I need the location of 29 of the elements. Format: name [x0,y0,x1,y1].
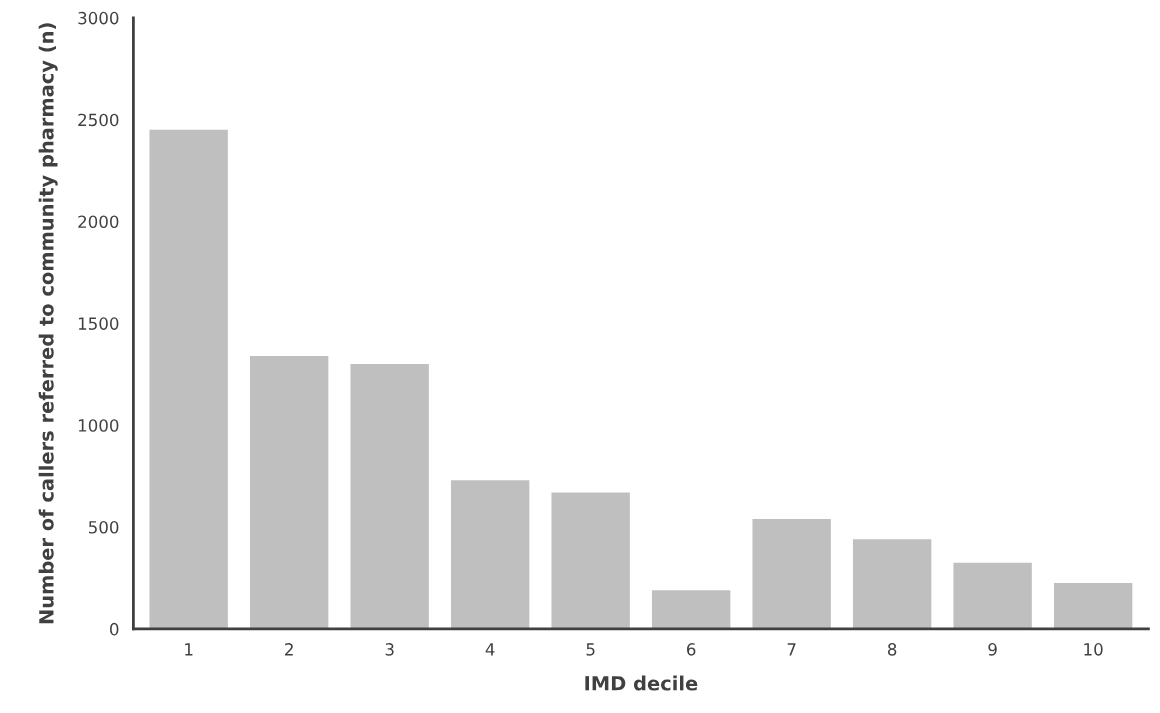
bar [852,539,932,629]
x-tick-label: 9 [988,643,997,656]
x-tick-label: 7 [787,643,796,656]
bar [350,364,429,629]
x-tick-label: 5 [586,643,595,656]
x-axis-title: IMD decile [585,675,698,691]
bar [953,562,1032,629]
y-axis-title: Number of callers referred to community pharmacy (n) [38,23,58,624]
x-tick-label: 10 [1084,643,1103,656]
y-tick-label: 0 [110,622,119,636]
y-tick-label: 3000 [78,11,119,25]
y-tick-label: 500 [88,520,119,534]
x-tick-label: 3 [385,643,394,656]
x-tick-label: 2 [285,643,293,656]
x-tick-label: 1 [185,643,193,656]
y-tick-label: 2000 [78,215,119,229]
bar [752,518,831,629]
x-tick-label: 8 [887,643,897,656]
bar [249,355,329,629]
bar [1053,583,1133,629]
y-tick-label: 2500 [78,113,119,127]
x-tick-label: 6 [687,643,696,656]
bar [551,492,630,629]
y-tick-label: 1000 [78,419,119,432]
bar [149,129,228,629]
bar [651,590,731,629]
bar [450,480,530,629]
x-tick-label: 4 [485,643,495,656]
y-tick-label: 1500 [78,317,119,330]
